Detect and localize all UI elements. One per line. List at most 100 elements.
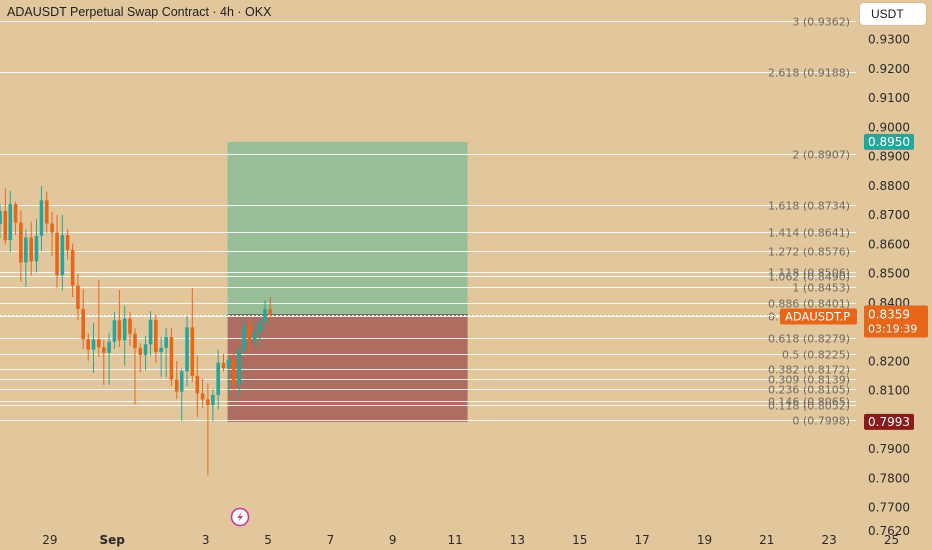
candle-body[interactable] [242, 326, 246, 351]
fib-level-label: 0 (0.7998) [792, 415, 850, 428]
candle-body[interactable] [169, 337, 174, 380]
candle-body[interactable] [65, 234, 70, 251]
fib-level-label: 0.5 (0.8225) [782, 349, 850, 362]
candle-body[interactable] [154, 319, 158, 353]
candle-body[interactable] [268, 309, 273, 315]
fib-level-label: 0.236 (0.8105) [768, 384, 850, 397]
y-tick-label: 0.7900 [868, 442, 910, 456]
current-price-tag[interactable] [864, 305, 928, 338]
x-tick-label: 17 [634, 533, 649, 547]
y-tick-label: 0.8800 [868, 179, 910, 193]
candle-body[interactable] [97, 339, 101, 348]
x-tick-label: 3 [202, 533, 210, 547]
candle-body[interactable] [195, 375, 200, 394]
y-tick-label: 0.8100 [868, 384, 910, 398]
candle-body[interactable] [148, 319, 153, 345]
fib-level-label: 0.382 (0.8172) [768, 364, 850, 377]
x-tick-label: 21 [759, 533, 774, 547]
candle-body[interactable] [3, 210, 8, 241]
candle-body[interactable] [29, 237, 33, 262]
price-axis-tag [864, 413, 914, 430]
candle-body[interactable] [60, 234, 65, 276]
y-tick-label: 0.8500 [868, 267, 910, 281]
candle-body[interactable] [44, 200, 49, 224]
fib-level-label: 3 (0.9362) [792, 16, 850, 29]
candle-body[interactable] [117, 320, 122, 341]
profit-zone[interactable] [227, 141, 468, 315]
candle-body[interactable] [133, 333, 137, 349]
x-tick-label: 15 [572, 533, 587, 547]
candle-body[interactable] [8, 204, 13, 241]
candle-body[interactable] [81, 308, 86, 340]
candle-body[interactable] [190, 327, 195, 376]
candle-body[interactable] [24, 237, 28, 263]
candle-body[interactable] [13, 204, 18, 223]
candle-body[interactable] [237, 350, 241, 385]
lightning-icon [237, 512, 244, 522]
candle-body[interactable] [179, 371, 184, 392]
candle-body[interactable] [221, 362, 226, 369]
y-tick-label: 0.7700 [868, 501, 910, 515]
candle-body[interactable] [174, 379, 179, 392]
x-tick-label: 11 [447, 533, 462, 547]
candle-body[interactable] [112, 320, 117, 342]
x-tick-label: 25 [884, 533, 899, 547]
y-tick-label: 0.9200 [868, 62, 910, 76]
x-tick-label: 5 [264, 533, 272, 547]
candle-body[interactable] [247, 326, 252, 341]
fib-level-label: 1.618 (0.8734) [768, 200, 850, 213]
candle-body[interactable] [231, 359, 236, 385]
candle-body[interactable] [263, 309, 267, 323]
currency-selector[interactable]: USDT [860, 3, 926, 25]
candle-body[interactable] [0, 210, 2, 225]
fib-level-label: 0.118 (0.8052) [768, 400, 850, 413]
y-tick-label: 0.8600 [868, 237, 910, 251]
y-tick-label: 0.7800 [868, 471, 910, 485]
fib-level-label: 1.062 (0.8490) [768, 271, 850, 284]
candle-body[interactable] [138, 348, 143, 355]
x-tick-label: 23 [821, 533, 836, 547]
y-tick-label: 0.9000 [868, 120, 910, 134]
candle-body[interactable] [226, 359, 231, 369]
x-tick-label: 19 [697, 533, 712, 547]
fib-level-label: 0.309 (0.8139) [768, 374, 850, 387]
y-tick-label: 0.8700 [868, 208, 910, 222]
y-tick-label: 0.8200 [868, 354, 910, 368]
candle-body[interactable] [34, 235, 39, 262]
bar-countdown: 03:19:39 [868, 323, 917, 336]
candle-body[interactable] [122, 318, 127, 341]
candle-body[interactable] [216, 362, 220, 395]
candle-body[interactable] [257, 322, 262, 333]
candle-body[interactable] [19, 222, 23, 263]
candle-body[interactable] [70, 250, 75, 286]
candle-body[interactable] [185, 327, 189, 372]
candle-body[interactable] [252, 332, 257, 341]
candle-body[interactable] [128, 318, 132, 334]
candle-body[interactable] [200, 393, 205, 400]
y-tick-label: 0.8900 [868, 150, 910, 164]
candle-body[interactable] [55, 232, 59, 276]
x-tick-label: 9 [389, 533, 397, 547]
symbol-tag-text: ADAUSDT.P [785, 310, 850, 324]
symbol-tag[interactable] [780, 308, 857, 325]
candle-body[interactable] [164, 337, 168, 348]
current-price-value: 0.8359 [868, 308, 910, 322]
candle-body[interactable] [211, 394, 215, 406]
fib-level-label: 0.618 (0.8279) [768, 333, 850, 346]
candle-body[interactable] [206, 399, 210, 406]
price-axis-tag-text: 0.8950 [868, 135, 910, 149]
candle-body[interactable] [159, 347, 163, 353]
candle-body[interactable] [76, 285, 80, 309]
candle-body[interactable] [143, 344, 148, 355]
candle-body[interactable] [39, 200, 44, 236]
candle-body[interactable] [107, 341, 111, 353]
loss-zone[interactable] [227, 314, 468, 422]
candle-body[interactable] [101, 347, 106, 353]
fib-level-label: 1 (0.8453) [792, 282, 850, 295]
fib-level-label: 1.272 (0.8576) [768, 246, 850, 259]
y-tick-label: 0.9100 [868, 91, 910, 105]
candle-body[interactable] [50, 223, 54, 233]
candle-body[interactable] [91, 339, 96, 350]
candle-body[interactable] [86, 339, 91, 350]
